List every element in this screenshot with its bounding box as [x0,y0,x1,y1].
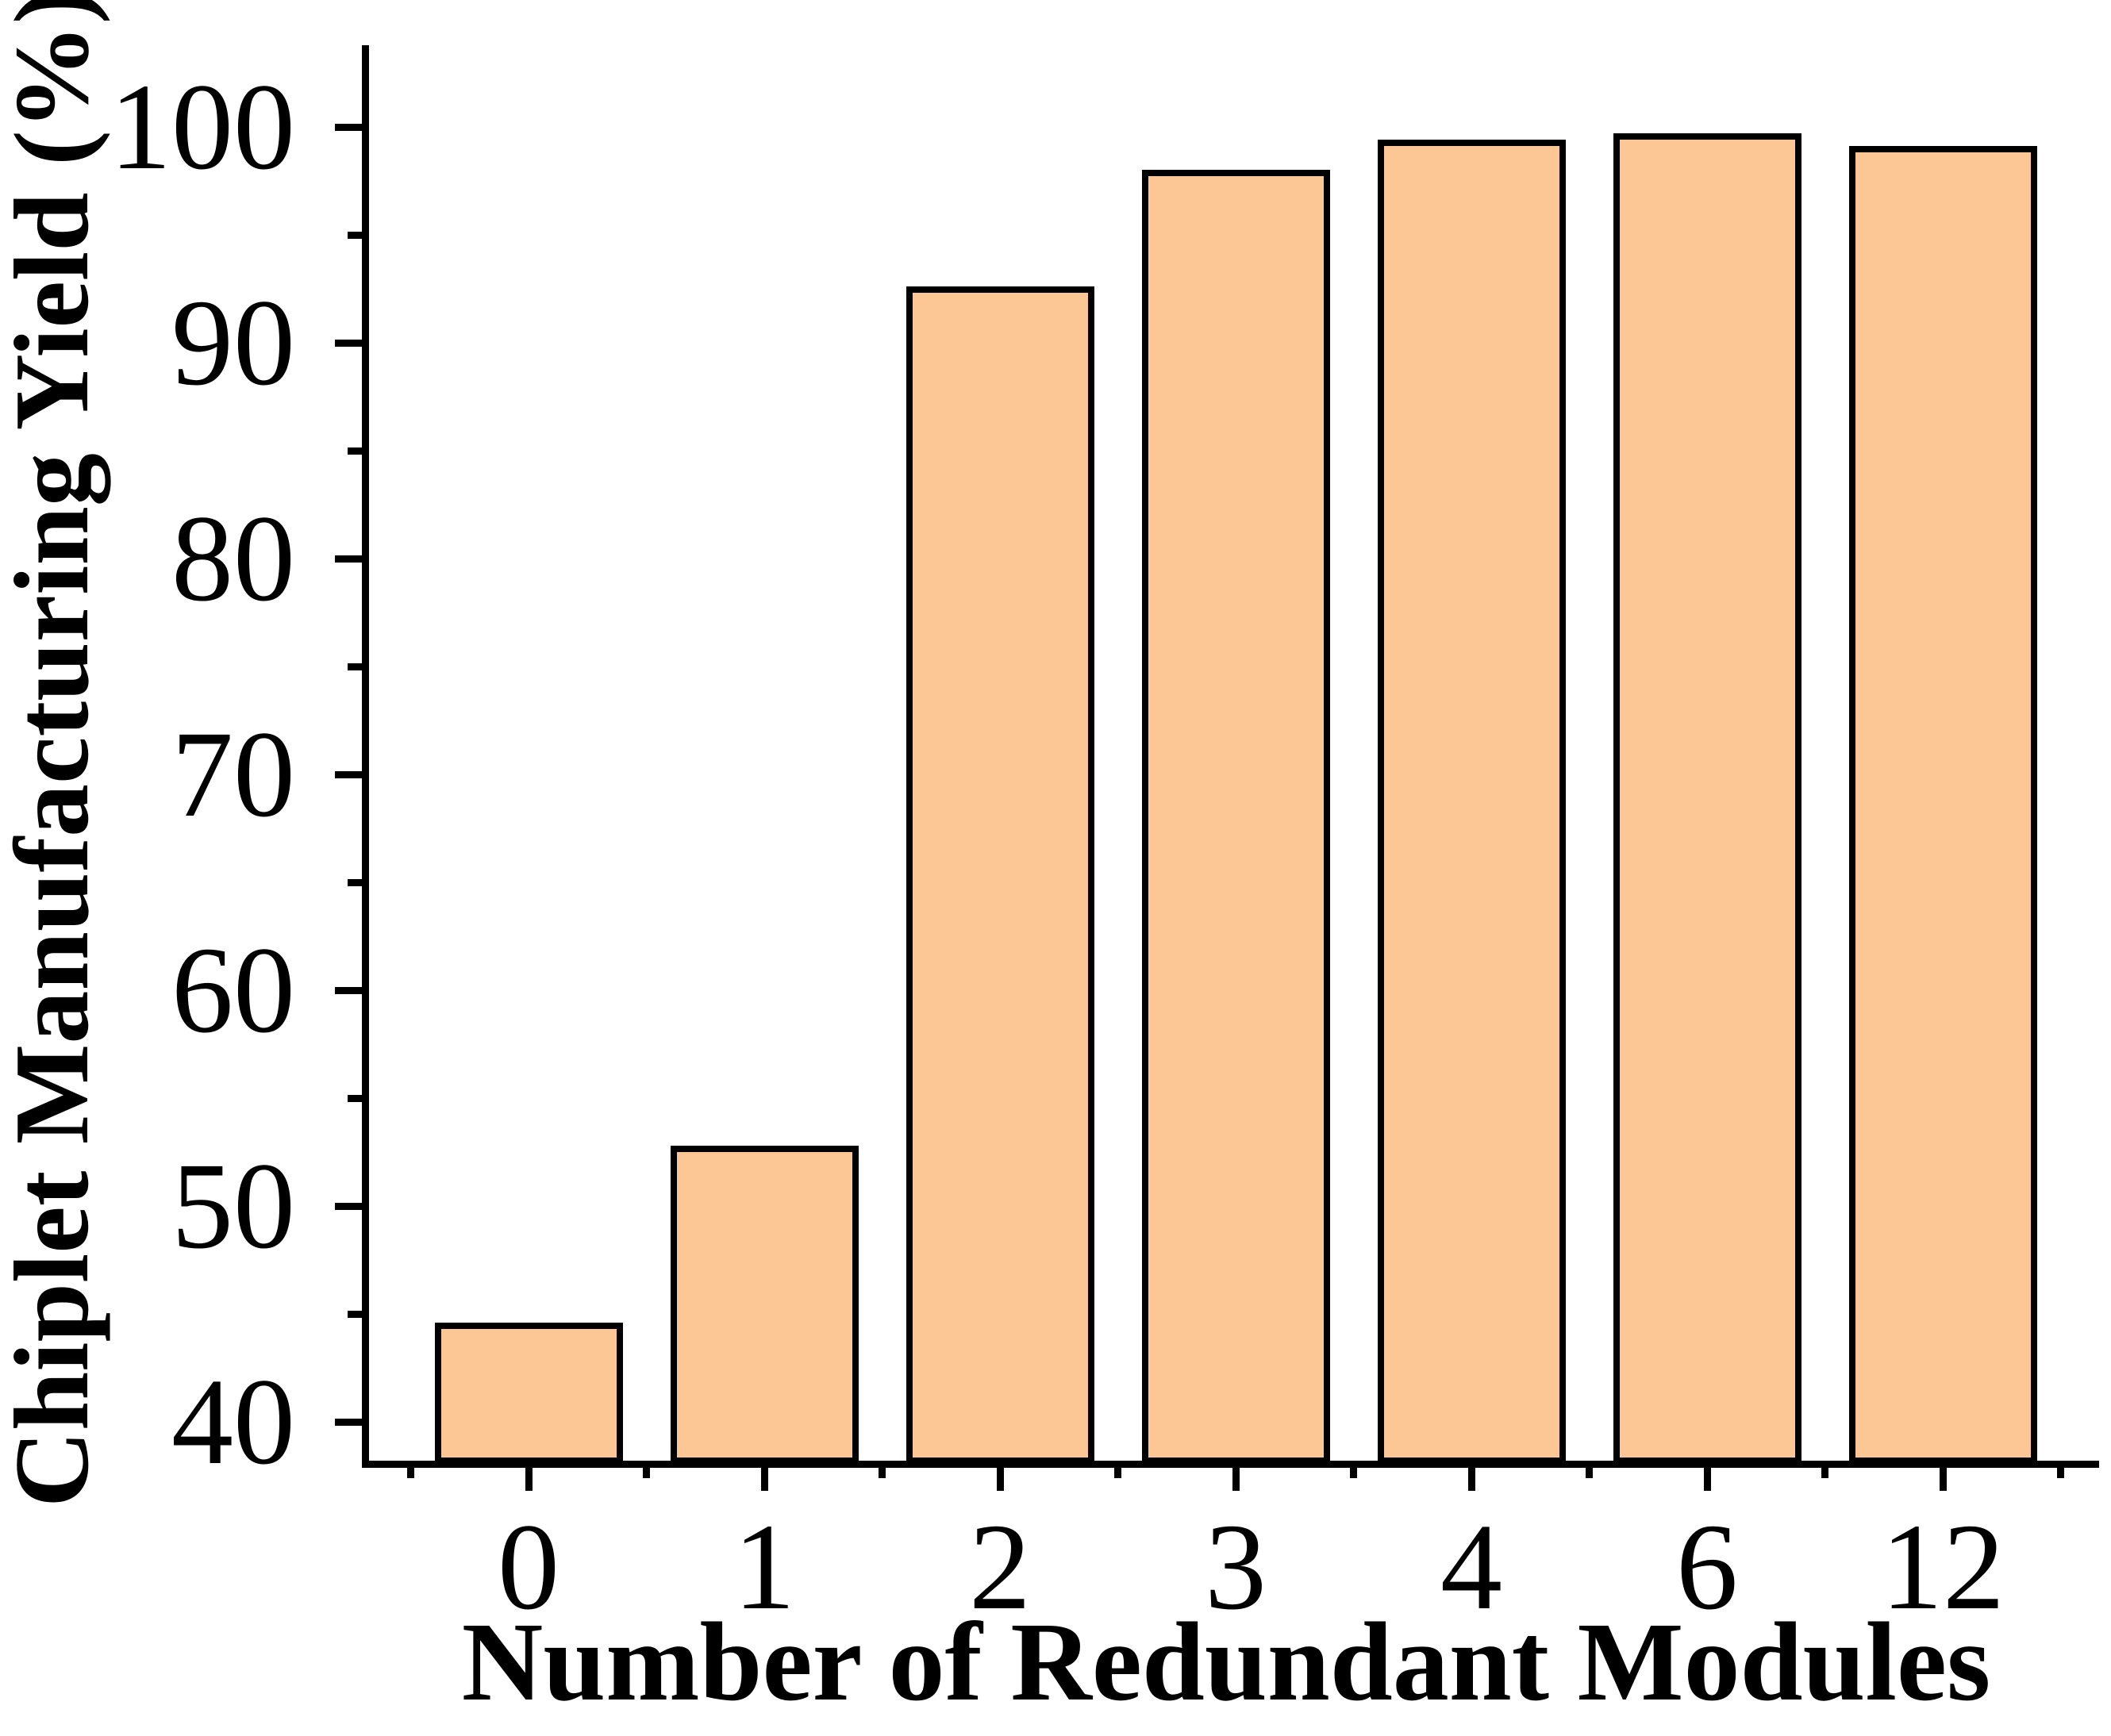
y-minor-tick-65 [348,878,362,886]
x-minor-tick-3 [1114,1464,1121,1478]
y-major-tick-50 [335,1202,362,1210]
x-major-tick-12 [1939,1464,1947,1491]
y-tick-label-70: 70 [171,705,295,843]
y-minor-tick-75 [348,663,362,670]
bar-category-4 [1377,140,1566,1464]
x-tick-label-0: 0 [498,1498,559,1635]
x-minor-tick-5 [1586,1464,1593,1478]
x-tick-label-3: 3 [1205,1498,1267,1635]
y-minor-tick-55 [348,1094,362,1102]
bar-category-1 [670,1145,859,1464]
y-major-tick-70 [335,770,362,778]
bar-category-6 [1613,133,1801,1464]
y-tick-label-80: 80 [171,490,295,627]
bar-category-12 [1848,146,2037,1464]
x-axis-line [362,1461,2099,1468]
bar-category-2 [906,286,1094,1464]
x-major-tick-2 [996,1464,1004,1491]
y-minor-tick-85 [348,447,362,455]
y-major-tick-40 [335,1418,362,1426]
bar-category-0 [434,1322,623,1464]
y-minor-tick-45 [348,1310,362,1318]
y-tick-label-40: 40 [171,1353,295,1490]
x-minor-tick-2 [879,1464,886,1478]
x-minor-tick-4 [1350,1464,1357,1478]
x-tick-label-1: 1 [733,1498,795,1635]
x-minor-tick-6 [1821,1464,1828,1478]
x-major-tick-0 [525,1464,533,1491]
x-tick-label-4: 4 [1440,1498,1502,1635]
y-major-tick-60 [335,986,362,994]
y-tick-label-60: 60 [171,921,295,1058]
y-tick-label-90: 90 [171,274,295,411]
y-tick-label-100: 100 [110,58,295,195]
x-tick-label-2: 2 [969,1498,1031,1635]
y-tick-label-50: 50 [171,1137,295,1274]
x-minor-tick-0 [407,1464,414,1478]
x-tick-label-12: 12 [1881,1498,2005,1635]
x-major-tick-4 [1467,1464,1475,1491]
y-major-tick-80 [335,555,362,563]
bar-category-3 [1141,170,1330,1464]
x-major-tick-3 [1232,1464,1240,1491]
x-minor-tick-7 [2057,1464,2064,1478]
x-major-tick-1 [760,1464,768,1491]
y-major-tick-100 [335,123,362,131]
y-minor-tick-95 [348,231,362,239]
x-tick-label-6: 6 [1676,1498,1738,1635]
x-axis-title: Number of Redundant Modules [461,1599,1991,1724]
x-minor-tick-1 [643,1464,650,1478]
y-major-tick-90 [335,339,362,347]
y-axis-line [362,45,369,1468]
x-major-tick-6 [1703,1464,1711,1491]
